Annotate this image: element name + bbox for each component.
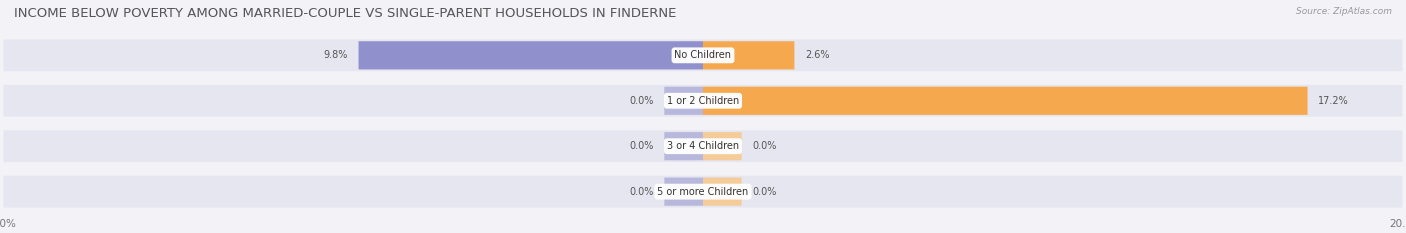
FancyBboxPatch shape [665, 87, 703, 115]
Text: 2.6%: 2.6% [804, 50, 830, 60]
Text: 3 or 4 Children: 3 or 4 Children [666, 141, 740, 151]
FancyBboxPatch shape [665, 132, 703, 160]
FancyBboxPatch shape [703, 132, 742, 160]
Text: 9.8%: 9.8% [323, 50, 347, 60]
Text: 5 or more Children: 5 or more Children [658, 187, 748, 197]
FancyBboxPatch shape [4, 176, 1402, 208]
Text: 0.0%: 0.0% [630, 187, 654, 197]
FancyBboxPatch shape [4, 130, 1402, 162]
Text: Source: ZipAtlas.com: Source: ZipAtlas.com [1296, 7, 1392, 16]
FancyBboxPatch shape [665, 178, 703, 206]
Text: INCOME BELOW POVERTY AMONG MARRIED-COUPLE VS SINGLE-PARENT HOUSEHOLDS IN FINDERN: INCOME BELOW POVERTY AMONG MARRIED-COUPL… [14, 7, 676, 20]
Text: 1 or 2 Children: 1 or 2 Children [666, 96, 740, 106]
FancyBboxPatch shape [703, 178, 742, 206]
FancyBboxPatch shape [4, 85, 1402, 117]
Text: No Children: No Children [675, 50, 731, 60]
FancyBboxPatch shape [703, 87, 1308, 115]
FancyBboxPatch shape [703, 41, 794, 69]
Text: 0.0%: 0.0% [752, 141, 776, 151]
FancyBboxPatch shape [4, 39, 1402, 71]
Text: 0.0%: 0.0% [752, 187, 776, 197]
Text: 0.0%: 0.0% [630, 141, 654, 151]
Text: 17.2%: 17.2% [1319, 96, 1348, 106]
FancyBboxPatch shape [359, 41, 703, 69]
Text: 0.0%: 0.0% [630, 96, 654, 106]
